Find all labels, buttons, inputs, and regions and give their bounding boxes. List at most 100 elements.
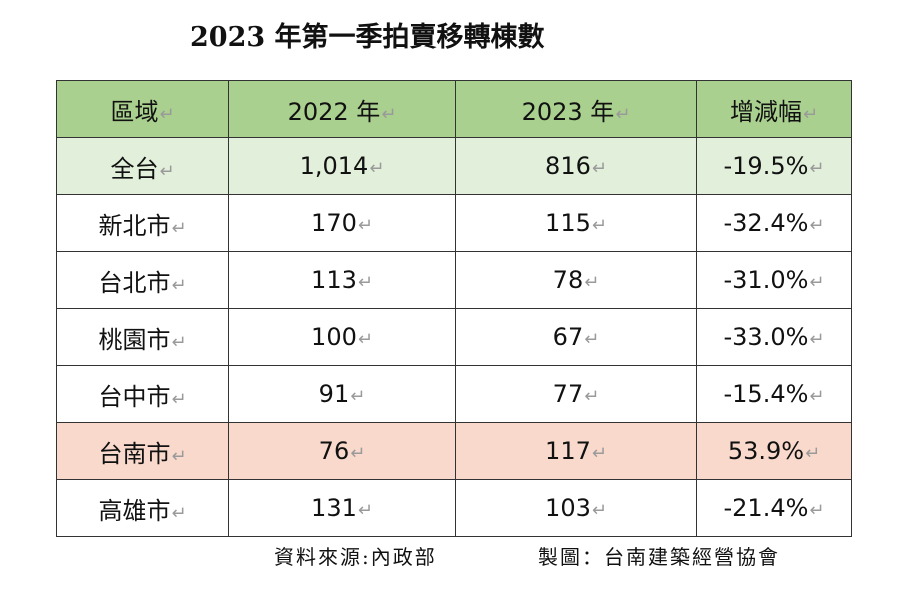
paragraph-mark-icon: ↵ (159, 103, 175, 125)
cell-value: 91 (318, 380, 350, 408)
paragraph-mark-icon: ↵ (159, 160, 175, 182)
paragraph-mark-icon: ↵ (584, 329, 600, 350)
cell-value: 113 (311, 266, 357, 294)
paragraph-mark-icon: ↵ (802, 103, 819, 125)
paragraph-mark-icon: ↵ (171, 331, 187, 353)
credit-note: 製圖：台南建築經營協會 (538, 545, 780, 569)
cell-change: -31.0%↵ (696, 251, 852, 309)
table-row: 全台↵ 1,014↵ 816↵ -19.5%↵ (56, 137, 852, 195)
table-row: 台中市↵ 91↵ 77↵ -15.4%↵ (56, 365, 852, 423)
cell-region: 台北市↵ (56, 251, 229, 309)
paragraph-mark-icon: ↵ (809, 215, 825, 236)
paragraph-mark-icon: ↵ (805, 443, 821, 464)
cell-value: -31.0% (723, 266, 809, 294)
cell-change: -19.5%↵ (696, 137, 852, 195)
cell-value: 53.9% (727, 437, 805, 465)
cell-value: 台北市 (98, 268, 171, 297)
cell-value: -33.0% (723, 323, 809, 351)
paragraph-mark-icon: ↵ (350, 386, 366, 407)
cell-2022: 91↵ (228, 365, 456, 423)
cell-value: -19.5% (723, 152, 809, 180)
paragraph-mark-icon: ↵ (357, 329, 373, 350)
header-change: 增減幅↵ (696, 80, 852, 138)
cell-2022: 76↵ (228, 422, 456, 480)
source-note: 資料來源:內政部 (274, 545, 437, 569)
cell-value: 1,014 (299, 152, 369, 180)
header-2023: 2023 年↵ (455, 80, 697, 138)
cell-value: 816 (545, 152, 591, 180)
table-row: 桃園市↵ 100↵ 67↵ -33.0%↵ (56, 308, 852, 366)
cell-change: -33.0%↵ (696, 308, 852, 366)
cell-value: -21.4% (723, 494, 809, 522)
paragraph-mark-icon: ↵ (381, 103, 397, 125)
paragraph-mark-icon: ↵ (584, 272, 600, 293)
table-row: 台北市↵ 113↵ 78↵ -31.0%↵ (56, 251, 852, 309)
paragraph-mark-icon: ↵ (357, 215, 373, 236)
paragraph-mark-icon: ↵ (171, 445, 187, 467)
header-2022: 2022 年↵ (228, 80, 456, 138)
cell-value: -15.4% (723, 380, 809, 408)
cell-2023: 77↵ (455, 365, 697, 423)
table-row: 高雄市↵ 131↵ 103↵ -21.4%↵ (56, 479, 852, 537)
cell-region: 台中市↵ (56, 365, 229, 423)
cell-value: 台南市 (98, 439, 171, 468)
paragraph-mark-icon: ↵ (591, 158, 607, 179)
cell-2023: 67↵ (455, 308, 697, 366)
cell-region: 桃園市↵ (56, 308, 229, 366)
cell-change: 53.9%↵ (696, 422, 852, 480)
paragraph-mark-icon: ↵ (171, 388, 187, 410)
paragraph-mark-icon: ↵ (591, 215, 607, 236)
cell-2022: 170↵ (228, 194, 456, 252)
cell-value: 117 (545, 437, 591, 465)
cell-region: 全台↵ (56, 137, 229, 195)
cell-change: -15.4%↵ (696, 365, 852, 423)
cell-value: 桃園市 (98, 325, 171, 354)
paragraph-mark-icon: ↵ (369, 158, 385, 179)
paragraph-mark-icon: ↵ (357, 272, 373, 293)
cell-value: 103 (545, 494, 591, 522)
cell-2023: 78↵ (455, 251, 697, 309)
paragraph-mark-icon: ↵ (809, 329, 825, 350)
paragraph-mark-icon: ↵ (615, 103, 631, 125)
cell-value: 115 (545, 209, 591, 237)
page-title: 2023 年第一季拍賣移轉棟數 (190, 22, 545, 53)
cell-value: 77 (552, 380, 584, 408)
table-row: 台南市↵ 76↵ 117↵ 53.9%↵ (56, 422, 852, 480)
paragraph-mark-icon: ↵ (171, 502, 187, 524)
cell-region: 高雄市↵ (56, 479, 229, 537)
cell-change: -21.4%↵ (696, 479, 852, 537)
cell-2022: 1,014↵ (228, 137, 456, 195)
paragraph-mark-icon: ↵ (809, 500, 825, 521)
cell-value: 台中市 (98, 382, 171, 411)
cell-value: 100 (311, 323, 357, 351)
paragraph-mark-icon: ↵ (591, 500, 607, 521)
cell-2023: 115↵ (455, 194, 697, 252)
cell-value: 131 (311, 494, 357, 522)
cell-2022: 131↵ (228, 479, 456, 537)
data-table: 區域↵ 2022 年↵ 2023 年↵ 增減幅↵ 全台↵ 1,014↵ 816↵ -1… (56, 80, 852, 537)
paragraph-mark-icon: ↵ (809, 272, 825, 293)
paragraph-mark-icon: ↵ (171, 274, 187, 296)
table-header-row: 區域↵ 2022 年↵ 2023 年↵ 增減幅↵ (56, 80, 852, 138)
cell-2022: 100↵ (228, 308, 456, 366)
table-row: 新北市↵ 170↵ 115↵ -32.4%↵ (56, 194, 852, 252)
cell-value: 76 (318, 437, 350, 465)
cell-value: -32.4% (723, 209, 809, 237)
cell-change: -32.4%↵ (696, 194, 852, 252)
cell-value: 170 (311, 209, 357, 237)
cell-2023: 117↵ (455, 422, 697, 480)
cell-value: 全台 (110, 154, 159, 183)
cell-region: 台南市↵ (56, 422, 229, 480)
cell-2022: 113↵ (228, 251, 456, 309)
paragraph-mark-icon: ↵ (591, 443, 607, 464)
cell-2023: 816↵ (455, 137, 697, 195)
paragraph-mark-icon: ↵ (171, 217, 187, 239)
paragraph-mark-icon: ↵ (809, 386, 825, 407)
paragraph-mark-icon: ↵ (809, 158, 825, 179)
cell-value: 高雄市 (98, 496, 171, 525)
cell-value: 67 (552, 323, 584, 351)
paragraph-mark-icon: ↵ (350, 443, 366, 464)
cell-value: 78 (552, 266, 584, 294)
cell-2023: 103↵ (455, 479, 697, 537)
cell-region: 新北市↵ (56, 194, 229, 252)
